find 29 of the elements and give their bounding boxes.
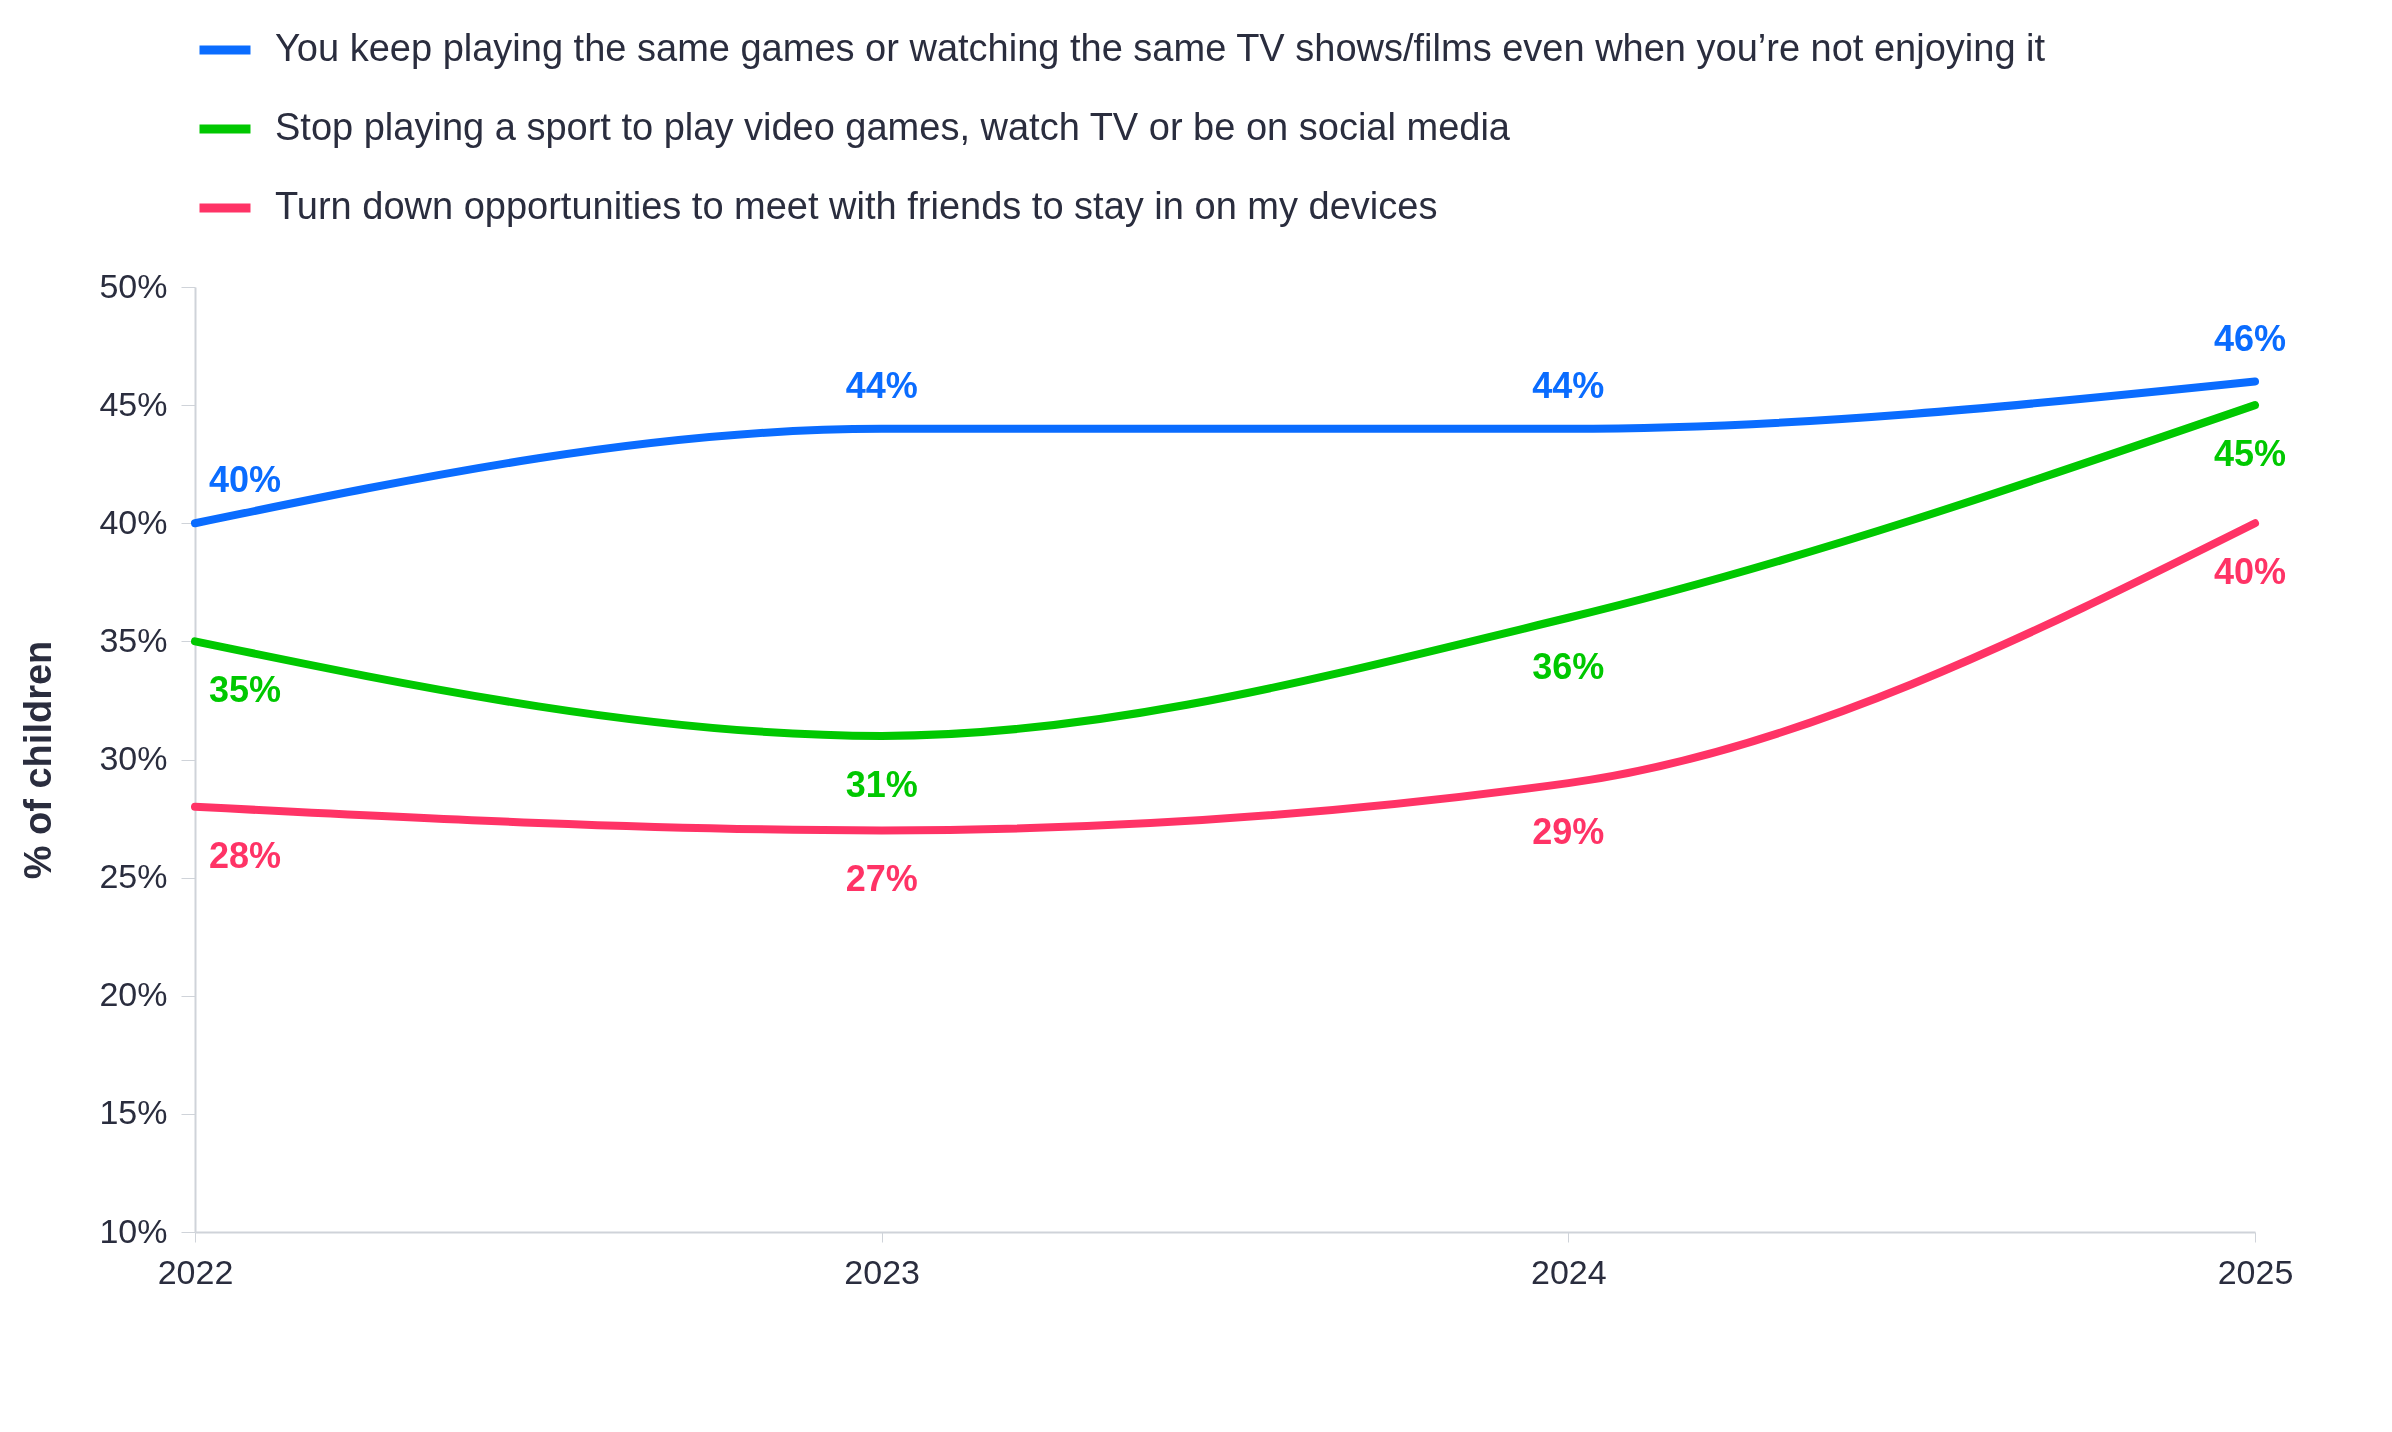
data-label: 35% (208, 669, 282, 711)
data-label: 36% (1532, 645, 1605, 687)
data-label: 44% (845, 364, 918, 406)
data-label: 27% (845, 858, 918, 900)
y-tick-label: 50% (99, 266, 168, 305)
x-tick-label: 2023 (844, 1252, 920, 1291)
y-tick-label: 15% (99, 1093, 168, 1132)
y-axis-title: % of children (17, 640, 60, 880)
y-tick-label: 25% (99, 857, 168, 896)
x-tick-label: 2025 (2217, 1252, 2294, 1291)
legend-label: You keep playing the same games or watching the same TV shows/films even when you’re not enjoying it (275, 27, 2046, 69)
data-label: 28% (208, 834, 282, 876)
legend-label: Stop playing a sport to play video games, watch TV or be on social media (275, 106, 1511, 148)
data-label: 29% (1532, 811, 1605, 853)
y-tick-label: 35% (99, 620, 168, 659)
data-label: 40% (2213, 551, 2287, 593)
data-label: 44% (1532, 364, 1605, 406)
y-tick-label: 20% (99, 975, 168, 1014)
data-label: 46% (2213, 317, 2287, 359)
data-label: 40% (208, 459, 282, 501)
y-tick-label: 30% (99, 739, 168, 777)
data-label: 31% (845, 763, 918, 805)
legend-label: Turn down opportunities to meet with friends to stay in on my devices (275, 185, 1438, 227)
x-tick-label: 2024 (1531, 1252, 1607, 1291)
data-label: 45% (2213, 433, 2287, 475)
y-tick-label: 45% (99, 384, 168, 423)
y-tick-label: 10% (99, 1211, 168, 1250)
x-tick-label: 2022 (157, 1252, 234, 1291)
y-tick-label: 40% (99, 502, 168, 541)
